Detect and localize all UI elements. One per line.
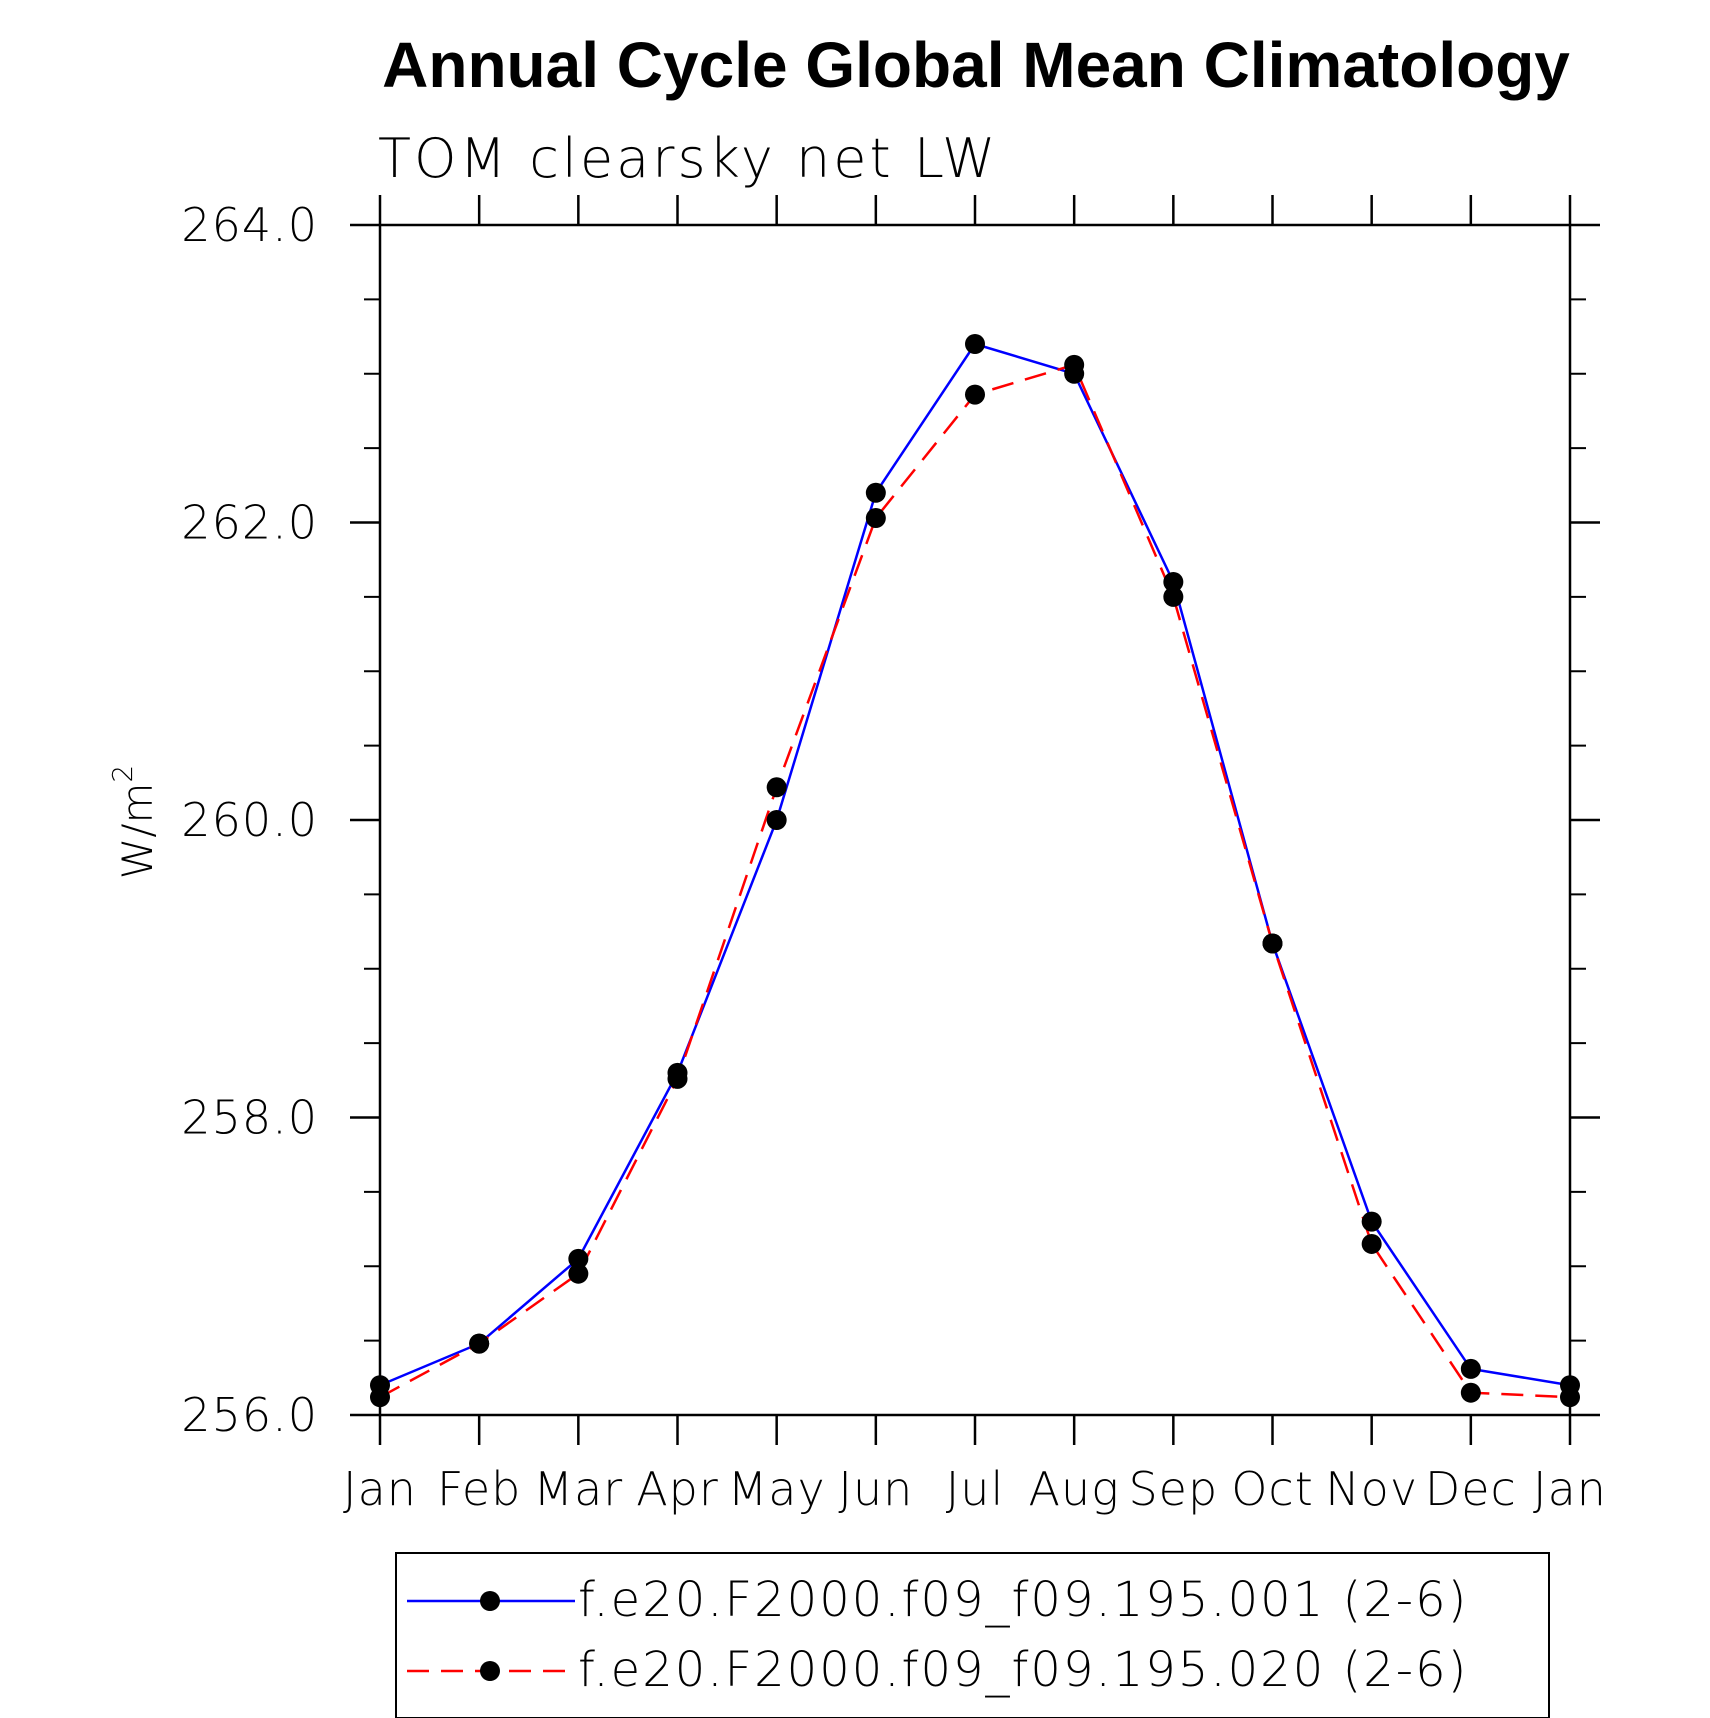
series-2-marker <box>1460 1382 1481 1403</box>
y-tick-label: 260.0 <box>181 793 318 847</box>
x-tick-label: Dec <box>1425 1462 1517 1516</box>
x-tick-label: Feb <box>437 1462 521 1516</box>
legend <box>407 1591 575 1681</box>
series-2-marker <box>1560 1387 1580 1408</box>
legend-marker-1 <box>480 1591 500 1611</box>
chart-title: Annual Cycle Global Mean Climatology <box>382 29 1570 101</box>
legend-label-2: f.e20.F2000.f09_f09.195.020 (2-6) <box>578 1642 1468 1698</box>
y-tick-label: 262.0 <box>181 496 318 550</box>
series-2-marker <box>766 777 787 798</box>
legend-box <box>395 1552 1550 1718</box>
x-tick-label: Nov <box>1325 1462 1418 1516</box>
series-2-marker <box>1163 586 1184 607</box>
chart-subtitle: TOM clearsky net LW <box>378 127 998 190</box>
series-1-marker <box>568 1248 589 1269</box>
series-2-marker <box>568 1263 589 1284</box>
series-2-marker <box>370 1387 390 1408</box>
series-2-marker <box>1262 933 1283 954</box>
y-tick-label: 264.0 <box>181 198 318 252</box>
y-tick-label: 256.0 <box>181 1388 318 1442</box>
x-tick-label: Aug <box>1029 1462 1120 1516</box>
legend-label-1: f.e20.F2000.f09_f09.195.001 (2-6) <box>578 1572 1468 1628</box>
x-tick-label: Oct <box>1231 1462 1314 1516</box>
series-line-2 <box>379 363 1571 1399</box>
series-line-1 <box>379 342 1571 1387</box>
series-2-marker <box>469 1333 490 1354</box>
x-tick-label: Jan <box>1533 1462 1607 1516</box>
series-1-marker <box>766 810 787 830</box>
y-axis-label-superscript: 2 <box>106 765 139 783</box>
y-axis-label: W/m2 <box>106 765 162 879</box>
series-2-marker <box>865 508 886 529</box>
x-tick-label: Jun <box>838 1462 913 1516</box>
series-1-marker <box>1163 572 1184 592</box>
series-1-marker <box>1361 1211 1382 1232</box>
series-2-marker <box>1361 1233 1382 1254</box>
y-tick-label: 258.0 <box>181 1091 318 1145</box>
legend-marker-2 <box>480 1661 500 1681</box>
series-2-marker <box>1064 354 1085 375</box>
series-2-marker <box>667 1068 688 1089</box>
y-axis-label-base: W/m <box>113 783 162 880</box>
series-1-marker <box>865 482 886 503</box>
series-1-marker <box>1460 1358 1481 1379</box>
svg-text:W/m2: W/m2 <box>106 765 162 879</box>
series-1-marker <box>965 334 985 354</box>
series-2-marker <box>965 384 985 405</box>
x-tick-label: Apr <box>636 1462 719 1516</box>
series <box>370 334 1580 1408</box>
x-tick-label: Sep <box>1128 1462 1218 1516</box>
x-tick-label: May <box>728 1462 826 1516</box>
axes: 256.0 258.0 260.0 262.0 264.0 Jan Feb Mar Apr May… <box>181 195 1607 1516</box>
x-tick-label: Jan <box>343 1462 417 1516</box>
x-tick-label: Mar <box>533 1462 623 1516</box>
x-tick-label: Jul <box>946 1462 1005 1516</box>
